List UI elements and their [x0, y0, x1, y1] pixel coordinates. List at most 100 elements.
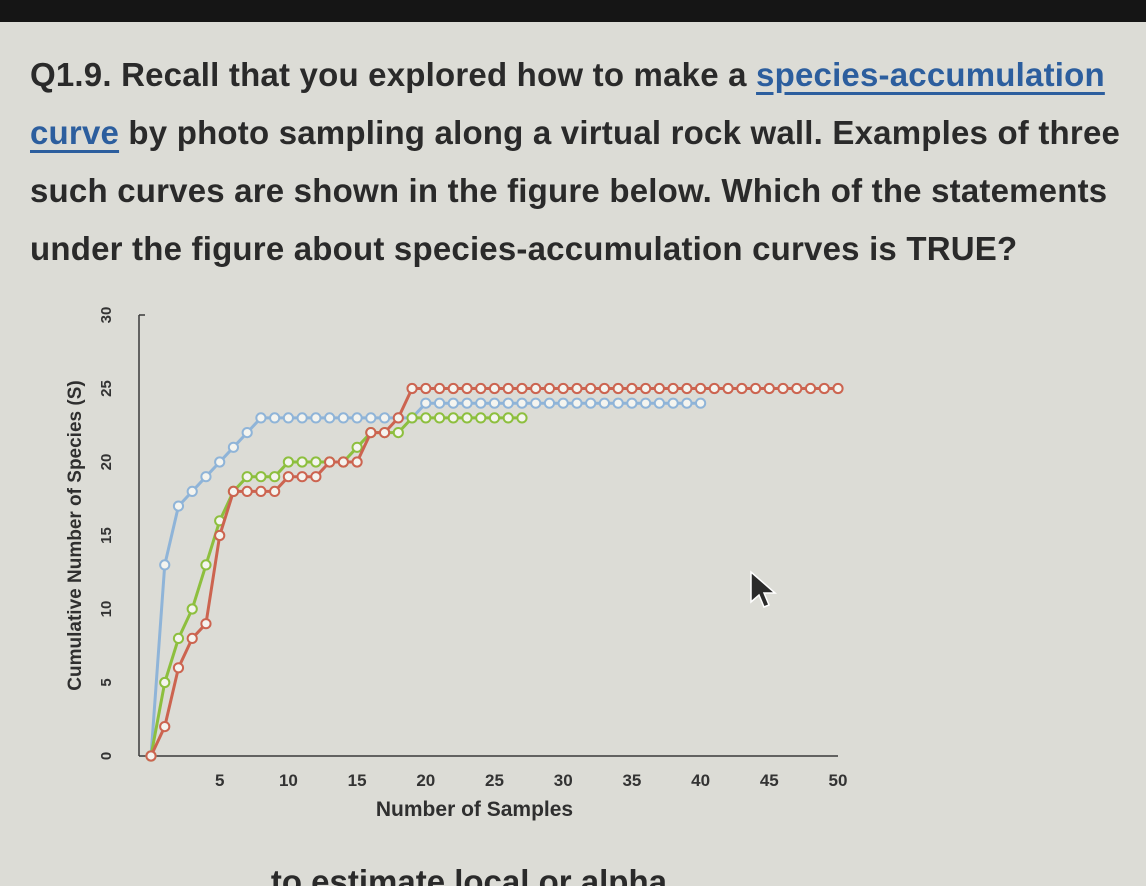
data-point: [653, 382, 665, 395]
data-point: [145, 750, 157, 762]
data-point: [502, 397, 514, 409]
data-point: [763, 382, 775, 395]
x-tick-label: 20: [416, 771, 435, 790]
series-line: [149, 416, 522, 757]
data-point: [626, 397, 638, 409]
data-point: [269, 485, 281, 497]
data-point: [804, 382, 817, 395]
data-point: [447, 397, 459, 409]
question-suffix: by photo sampling along a virtual rock w…: [30, 114, 1121, 267]
question-text: Q1.9. Recall that you explored how to ma…: [30, 46, 1140, 278]
data-point: [681, 382, 693, 395]
data-point: [543, 382, 556, 395]
x-tick-label: 10: [279, 771, 298, 790]
data-point: [351, 456, 363, 468]
data-point: [186, 603, 198, 615]
data-point: [516, 412, 528, 424]
y-tick-label: 10: [98, 601, 115, 618]
species-accumulation-chart: 0 5 10 15 20 25 30 5 10 15 20 25 30 35 40 45 50 Number of…: [65, 307, 847, 821]
data-point: [200, 559, 212, 571]
y-axis-label: Cumulative Number of Species (S): [65, 380, 86, 690]
data-point: [791, 382, 803, 395]
question-prefix: Q1.9. Recall that you explored how to ma…: [30, 56, 757, 93]
data-point: [351, 412, 363, 424]
data-point: [640, 397, 652, 409]
data-point: [378, 427, 391, 439]
data-point: [475, 412, 487, 424]
data-point: [324, 456, 336, 468]
data-point: [488, 412, 501, 424]
data-point: [282, 412, 294, 424]
data-point: [447, 412, 459, 424]
data-point: [420, 412, 432, 424]
data-point: [241, 427, 253, 439]
data-point: [420, 382, 432, 395]
data-point: [159, 676, 171, 689]
data-point: [378, 412, 391, 424]
series-line: [149, 387, 838, 757]
y-tick-label: 20: [98, 454, 115, 471]
y-tick-label: 15: [98, 527, 115, 544]
data-point: [282, 471, 294, 483]
data-point: [214, 456, 226, 468]
top-bar: [0, 0, 1146, 22]
data-point: [214, 529, 226, 542]
data-point: [695, 382, 707, 395]
data-point: [255, 471, 267, 483]
data-point: [530, 397, 542, 409]
data-point: [433, 412, 446, 424]
data-point: [488, 397, 501, 409]
data-point: [640, 382, 652, 395]
data-point: [392, 412, 404, 424]
x-axis-label: Number of Samples: [376, 798, 573, 821]
data-point: [227, 485, 240, 497]
data-point: [695, 397, 707, 409]
data-point: [475, 382, 487, 395]
series-line: [149, 401, 701, 757]
data-point: [200, 471, 212, 483]
data-point: [653, 397, 665, 409]
data-point: [172, 632, 185, 644]
data-point: [433, 382, 446, 395]
data-point: [433, 397, 446, 409]
data-point: [296, 412, 308, 424]
partial-option-text: … … … … … to estimate local or alpha: [60, 863, 667, 886]
data-point: [337, 456, 349, 468]
data-point: [488, 382, 501, 395]
data-point: [172, 662, 185, 674]
data-point: [310, 471, 322, 483]
data-point: [571, 397, 583, 409]
data-point: [406, 382, 418, 395]
x-tick-label: 5: [215, 771, 224, 790]
data-point: [598, 397, 611, 409]
data-point: [269, 412, 281, 424]
data-point: [365, 412, 377, 424]
data-point: [241, 471, 253, 483]
data-point: [667, 382, 679, 395]
data-point: [255, 485, 267, 497]
data-point: [227, 441, 240, 453]
data-point: [530, 382, 542, 395]
data-point: [172, 500, 185, 512]
data-point: [241, 485, 253, 497]
data-point: [557, 397, 569, 409]
data-point: [585, 382, 597, 395]
species-accumulation-curve-link[interactable]: species-accumulation curve: [30, 56, 1105, 151]
data-point: [502, 382, 514, 395]
data-point: [255, 412, 267, 424]
data-point: [447, 382, 459, 395]
data-point: [461, 397, 473, 409]
data-point: [392, 427, 404, 439]
data-point: [598, 382, 611, 395]
data-point: [832, 382, 844, 395]
data-point: [159, 721, 171, 733]
data-point: [269, 471, 281, 483]
x-tick-label: 45: [760, 771, 779, 790]
data-point: [406, 412, 418, 424]
data-point: [159, 559, 171, 571]
data-point: [310, 412, 322, 424]
x-tick-label: 30: [554, 771, 573, 790]
x-tick-label: 15: [348, 771, 367, 790]
data-point: [749, 382, 762, 395]
data-point: [324, 412, 336, 424]
